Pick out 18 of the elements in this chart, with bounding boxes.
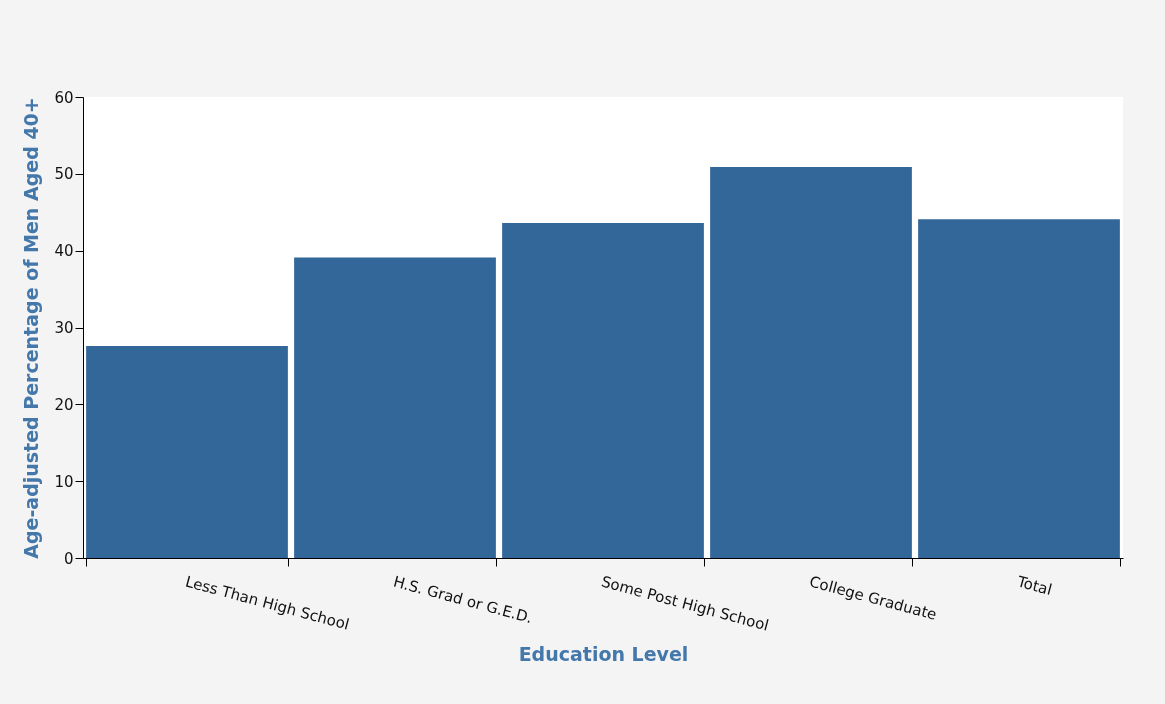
y-tick-label: 10	[54, 472, 74, 491]
x-axis-title: Education Level	[518, 642, 689, 665]
y-axis-title: Age-adjusted Percentage of Men Aged 40+	[20, 97, 43, 559]
y-tick-label: 40	[54, 242, 74, 261]
bar	[86, 345, 288, 558]
y-tick-label: 50	[54, 165, 74, 184]
y-tick-label: 0	[63, 549, 74, 568]
y-tick-label: 20	[54, 395, 74, 414]
x-tick-label: H.S. Grad or G.E.D.	[391, 572, 535, 628]
bar	[918, 219, 1120, 558]
x-tick-label: Some Post High School	[599, 572, 771, 635]
bar	[710, 166, 912, 558]
y-tick-label: 60	[54, 88, 74, 107]
x-tick-label: Less Than High School	[183, 572, 352, 634]
bar	[502, 223, 704, 558]
x-tick-label: Total	[1014, 572, 1054, 600]
y-tick-label: 30	[54, 319, 74, 337]
bar	[294, 257, 496, 558]
